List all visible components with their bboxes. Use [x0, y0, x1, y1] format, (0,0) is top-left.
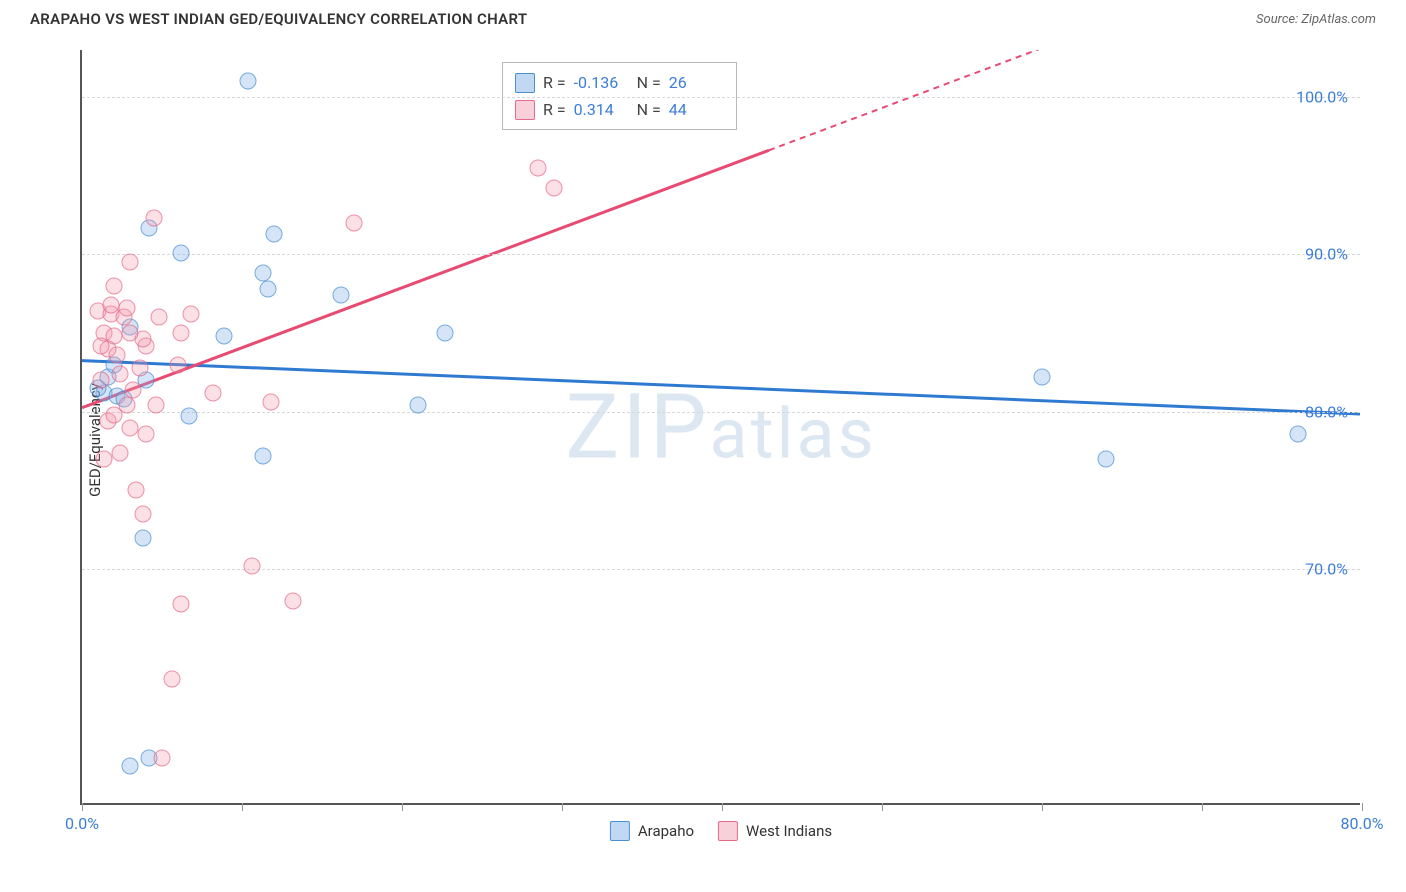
data-point [131, 359, 148, 376]
chart-container: GED/Equivalency ZIPatlas R = -0.136 N = … [30, 40, 1380, 840]
data-point [106, 277, 123, 294]
gridline [82, 569, 1360, 570]
x-tick-label: 0.0% [65, 814, 99, 833]
legend-item-westindian: West Indians [718, 821, 832, 841]
r-label: R = [543, 69, 566, 96]
stats-row-arapaho: R = -0.136 N = 26 [515, 69, 724, 96]
y-tick-label: 100.0% [1296, 88, 1348, 107]
data-point [173, 244, 190, 261]
legend-swatch-westindian [718, 821, 738, 841]
data-point [266, 226, 283, 243]
x-tick [82, 803, 83, 811]
n-label: N = [637, 96, 661, 123]
source-attribution: Source: ZipAtlas.com [1256, 12, 1376, 27]
legend: Arapaho West Indians [610, 821, 832, 841]
r-value-westindian: 0.314 [574, 96, 629, 123]
legend-item-arapaho: Arapaho [610, 821, 694, 841]
data-point [147, 397, 164, 414]
x-tick [402, 803, 403, 811]
data-point [530, 159, 547, 176]
data-point [150, 309, 167, 326]
n-label: N = [637, 69, 661, 96]
x-tick [1042, 803, 1043, 811]
data-point [240, 73, 257, 90]
data-point [173, 325, 190, 342]
data-point [285, 592, 302, 609]
swatch-arapaho [515, 73, 535, 93]
data-point [1290, 425, 1307, 442]
x-tick [882, 803, 883, 811]
data-point [134, 529, 151, 546]
r-value-arapaho: -0.136 [574, 69, 629, 96]
chart-title: ARAPAHO VS WEST INDIAN GED/EQUIVALENCY C… [30, 10, 527, 28]
data-point [138, 425, 155, 442]
legend-label-arapaho: Arapaho [638, 822, 694, 840]
gridline [82, 254, 1360, 255]
n-value-arapaho: 26 [669, 69, 724, 96]
data-point [128, 482, 145, 499]
x-tick [722, 803, 723, 811]
data-point [243, 557, 260, 574]
data-point [118, 299, 135, 316]
data-point [546, 180, 563, 197]
data-point [122, 419, 139, 436]
data-point [96, 450, 113, 467]
data-point [112, 444, 129, 461]
data-point [216, 328, 233, 345]
data-point [181, 408, 198, 425]
data-point [163, 671, 180, 688]
data-point [106, 406, 123, 423]
data-point [410, 397, 427, 414]
x-tick [1362, 803, 1363, 811]
n-value-westindian: 44 [669, 96, 724, 123]
y-tick-label: 90.0% [1305, 245, 1348, 264]
legend-swatch-arapaho [610, 821, 630, 841]
x-tick [562, 803, 563, 811]
data-point [170, 356, 187, 373]
data-point [154, 749, 171, 766]
data-point [205, 384, 222, 401]
data-point [1098, 450, 1115, 467]
data-point [122, 757, 139, 774]
data-point [182, 306, 199, 323]
data-point [134, 506, 151, 523]
swatch-westindian [515, 100, 535, 120]
data-point [437, 325, 454, 342]
x-tick [1202, 803, 1203, 811]
gridline [82, 412, 1360, 413]
x-tick-label: 80.0% [1341, 814, 1384, 833]
data-point [93, 337, 110, 354]
y-tick-label: 70.0% [1305, 560, 1348, 579]
data-point [125, 381, 142, 398]
data-point [262, 394, 279, 411]
data-point [122, 254, 139, 271]
data-point [333, 287, 350, 304]
x-tick [242, 803, 243, 811]
data-point [346, 215, 363, 232]
data-point [112, 366, 129, 383]
stats-row-westindian: R = 0.314 N = 44 [515, 96, 724, 123]
data-point [93, 372, 110, 389]
r-label: R = [543, 96, 566, 123]
data-point [1034, 369, 1051, 386]
data-point [134, 331, 151, 348]
data-point [254, 265, 271, 282]
data-point [109, 347, 126, 364]
watermark: ZIPatlas [565, 374, 876, 479]
trend-lines [82, 50, 1360, 803]
data-point [146, 210, 163, 227]
y-tick-label: 80.0% [1305, 402, 1348, 421]
plot-area: ZIPatlas R = -0.136 N = 26 R = 0.314 N =… [80, 50, 1360, 805]
data-point [173, 595, 190, 612]
stats-box: R = -0.136 N = 26 R = 0.314 N = 44 [502, 62, 737, 130]
gridline [82, 97, 1360, 98]
data-point [102, 296, 119, 313]
data-point [254, 447, 271, 464]
data-point [259, 281, 276, 298]
legend-label-westindian: West Indians [746, 822, 832, 840]
